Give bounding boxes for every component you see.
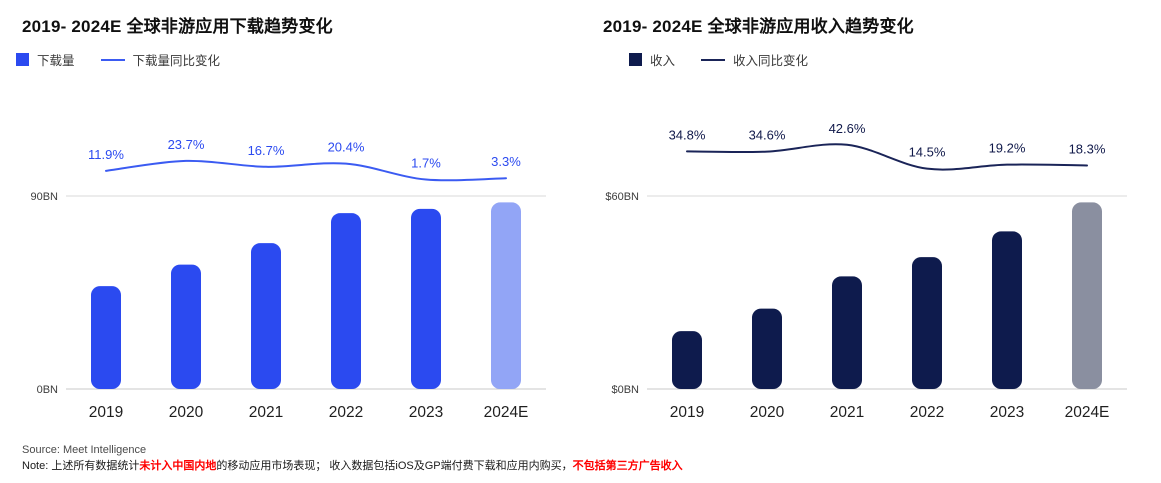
downloads-line-legend-label: 下载量同比变化 (132, 54, 221, 68)
revenue-bar-legend-swatch (629, 53, 642, 66)
bar-2019 (91, 286, 121, 389)
bar-2021 (251, 243, 281, 389)
footer: Source: Meet Intelligence Note: 上述所有数据统计… (16, 443, 1147, 477)
x-label-2023: 2023 (409, 404, 443, 421)
downloads-chart-section: 2019- 2024E 全球非游应用下载趋势变化 下载量 下载量同比变化 90B… (16, 12, 561, 443)
revenue-legend: 收入 收入同比变化 (629, 50, 1142, 69)
y-axis-top-label: 90BN (30, 191, 58, 203)
bar-2020 (171, 264, 201, 389)
pct-label-2019: 11.9% (88, 147, 124, 162)
revenue-legend-item-bar: 收入 (629, 50, 675, 69)
revenue-chart-canvas: $60BN $0BN 2019 2020 2021 2022 2023 2024E 34.8% 3… (605, 121, 1127, 421)
x-label-2023: 2023 (990, 404, 1024, 421)
downloads-line-legend-swatch (100, 58, 125, 61)
charts-row: 2019- 2024E 全球非游应用下载趋势变化 下载量 下载量同比变化 90B… (16, 12, 1147, 443)
downloads-bar-legend-label: 下载量 (37, 54, 75, 68)
x-label-2021: 2021 (249, 404, 283, 421)
revenue-line-legend-label: 收入同比变化 (733, 54, 809, 68)
bar-2020 (752, 308, 782, 389)
note-text: Note: 上述所有数据统计未计入中国内地的移动应用市场表现； 收入数据包括iO… (22, 459, 1147, 475)
pct-label-2021: 16.7% (248, 143, 285, 158)
downloads-legend-item-line: 下载量同比变化 (100, 50, 221, 69)
revenue-chart-section: 2019- 2024E 全球非游应用收入趋势变化 收入 收入同比变化 $60BN… (597, 12, 1142, 443)
y-axis-bottom-label: $0BN (611, 384, 639, 396)
downloads-legend-item-bar: 下载量 (16, 50, 75, 69)
y-axis-top-label: $60BN (605, 191, 639, 203)
note-segment: 的移动应用市场表现； 收入数据包括iOS及GP端付费下载和应用内购买， (216, 460, 573, 473)
downloads-chart-canvas: 90BN 0BN 2019 2020 2021 2022 2023 2024E 11.9% 23.… (30, 137, 546, 421)
bar-2023 (411, 208, 441, 389)
bar-2023 (992, 231, 1022, 389)
revenue-chart-title: 2019- 2024E 全球非游应用收入趋势变化 (603, 17, 914, 36)
bar-2022 (912, 257, 942, 389)
pct-label-2023: 19.2% (989, 141, 1026, 156)
trend-line (105, 159, 507, 182)
x-label-2019: 2019 (670, 404, 704, 421)
pct-label-2024E: 18.3% (1069, 141, 1106, 156)
bar-2021 (832, 276, 862, 389)
x-label-2022: 2022 (329, 404, 363, 421)
y-axis-bottom-label: 0BN (37, 384, 58, 396)
pct-label-2019: 34.8% (669, 127, 706, 142)
note-highlight: 不包括第三方广告收入 (572, 460, 683, 473)
downloads-bar-legend-swatch (16, 53, 29, 66)
x-label-2020: 2020 (169, 404, 204, 421)
note-segment: Note: 上述所有数据统计 (22, 460, 140, 473)
downloads-chart-title: 2019- 2024E 全球非游应用下载趋势变化 (22, 17, 333, 36)
bar-2022 (331, 213, 361, 389)
pct-label-2021: 42.6% (829, 121, 866, 136)
source-text: Source: Meet Intelligence (22, 444, 147, 457)
x-label-2019: 2019 (89, 404, 123, 421)
revenue-line-legend-swatch (701, 58, 726, 61)
x-label-2021: 2021 (830, 404, 864, 421)
pct-label-2022: 14.5% (909, 145, 946, 160)
pct-label-2023: 1.7% (411, 156, 441, 171)
x-label-2020: 2020 (750, 404, 785, 421)
x-label-2024E: 2024E (1065, 404, 1110, 421)
bar-2024E (1072, 202, 1102, 389)
bar-2024E (491, 202, 521, 389)
downloads-legend: 下载量 下载量同比变化 (16, 50, 561, 69)
pct-label-2024E: 3.3% (491, 154, 521, 169)
x-label-2024E: 2024E (484, 404, 529, 421)
note-highlight: 未计入中国内地 (139, 460, 217, 473)
pct-label-2022: 20.4% (328, 140, 365, 155)
bar-2019 (672, 331, 702, 389)
x-label-2022: 2022 (910, 404, 944, 421)
revenue-legend-item-line: 收入同比变化 (701, 50, 808, 69)
pct-label-2020: 34.6% (749, 128, 786, 143)
pct-label-2020: 23.7% (168, 137, 205, 152)
trend-line (686, 143, 1088, 171)
revenue-bar-legend-label: 收入 (650, 54, 676, 68)
